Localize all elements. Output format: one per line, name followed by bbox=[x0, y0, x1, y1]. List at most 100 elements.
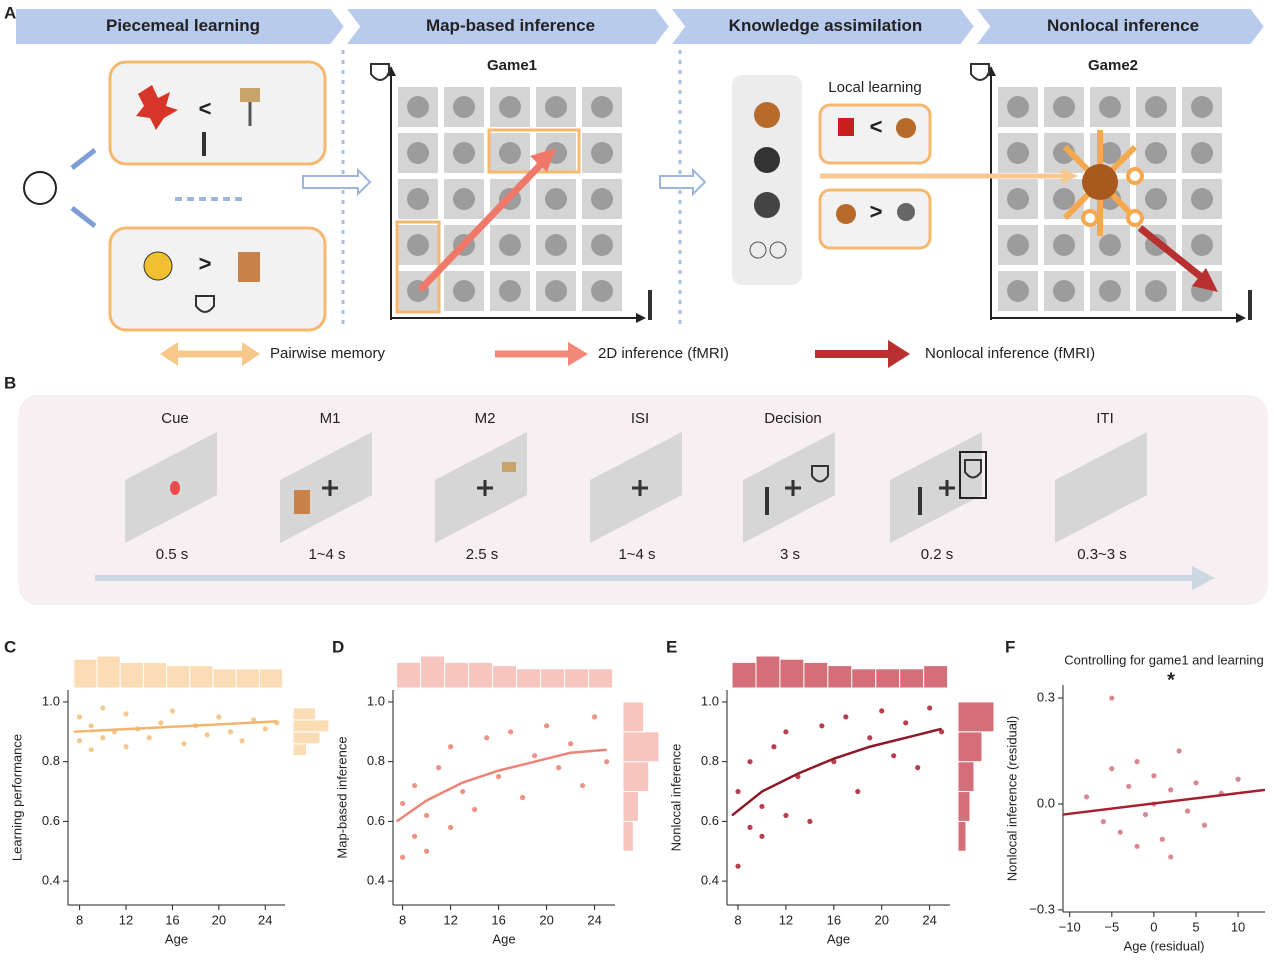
panel-label: E bbox=[666, 637, 677, 656]
top-hist-bar bbox=[851, 668, 877, 689]
object-icon bbox=[1099, 234, 1121, 256]
inference-arrow bbox=[530, 148, 556, 172]
point bbox=[1201, 822, 1207, 828]
panel-label: B bbox=[4, 373, 16, 392]
top-hist-bar bbox=[827, 665, 853, 689]
object-icon bbox=[1007, 96, 1029, 118]
teddy-icon bbox=[836, 204, 856, 224]
x-tick-label: 10 bbox=[1231, 919, 1245, 934]
shield-icon bbox=[964, 459, 982, 479]
object-icon bbox=[591, 280, 613, 302]
phase-label: Decision bbox=[764, 410, 822, 427]
nonlocal-arrow bbox=[1192, 268, 1218, 292]
x-axis-label: Age bbox=[165, 931, 188, 946]
top-hist-bar bbox=[444, 661, 470, 689]
cat-icon bbox=[294, 490, 310, 514]
panel-label: A bbox=[4, 3, 16, 22]
teddy-icon bbox=[1082, 164, 1118, 200]
point bbox=[1176, 748, 1182, 754]
point bbox=[100, 705, 106, 711]
x-axis-label: Age (residual) bbox=[1124, 938, 1205, 953]
point bbox=[1151, 773, 1157, 779]
x-axis-label: Age bbox=[492, 931, 515, 946]
point bbox=[1083, 794, 1090, 800]
object-icon bbox=[1145, 96, 1167, 118]
top-hist-bar bbox=[492, 665, 518, 689]
right-hist-bar bbox=[292, 731, 321, 745]
sword-icon bbox=[1248, 290, 1252, 320]
stage-chevron bbox=[342, 7, 672, 46]
y-axis-label: Learning performance bbox=[9, 734, 24, 861]
shield-icon bbox=[195, 295, 215, 313]
point bbox=[855, 788, 861, 795]
point bbox=[100, 735, 106, 741]
sword-icon bbox=[648, 290, 652, 320]
point bbox=[532, 753, 538, 759]
object-icon bbox=[1145, 280, 1167, 302]
object-icon bbox=[1099, 280, 1121, 302]
point bbox=[520, 794, 526, 801]
point bbox=[1126, 783, 1132, 789]
y-axis-label: Nonlocal inference (residual) bbox=[1004, 716, 1019, 881]
point bbox=[759, 833, 765, 839]
point bbox=[1134, 759, 1140, 765]
top-hist-bar bbox=[119, 661, 144, 689]
x-tick-label: −5 bbox=[1104, 919, 1119, 934]
lamp-icon bbox=[240, 88, 260, 102]
top-hist-bar bbox=[420, 655, 446, 689]
object-icon bbox=[453, 96, 475, 118]
object-icon bbox=[1007, 280, 1029, 302]
x-tick-label: −10 bbox=[1059, 919, 1081, 934]
point bbox=[158, 720, 164, 726]
point bbox=[556, 765, 562, 771]
pair-box bbox=[108, 226, 327, 332]
object-icon bbox=[754, 147, 780, 173]
legend-label: Pairwise memory bbox=[270, 345, 386, 362]
top-hist-bar bbox=[96, 655, 121, 689]
point bbox=[1142, 811, 1149, 818]
nonlocal-arrow bbox=[1137, 225, 1208, 283]
top-hist-bar bbox=[755, 655, 781, 689]
point bbox=[508, 729, 514, 735]
point bbox=[747, 824, 753, 830]
y-tick-label: 0.8 bbox=[42, 753, 60, 768]
point bbox=[496, 773, 502, 780]
point bbox=[867, 735, 873, 741]
top-hist-bar bbox=[731, 661, 757, 689]
object-icon bbox=[407, 234, 429, 256]
point bbox=[1168, 854, 1174, 860]
point bbox=[819, 723, 825, 729]
point bbox=[400, 854, 406, 860]
object-icon bbox=[545, 234, 567, 256]
y-axis-label: Map-based inference bbox=[334, 736, 349, 858]
point bbox=[544, 723, 550, 729]
right-hist-bar bbox=[957, 791, 971, 822]
y-tick-label: 1.0 bbox=[42, 693, 60, 708]
point bbox=[1235, 776, 1241, 782]
legend-arrow bbox=[160, 342, 178, 366]
x-tick-label: 20 bbox=[212, 912, 226, 927]
sword-icon bbox=[918, 487, 922, 515]
x-tick-label: 16 bbox=[491, 912, 505, 927]
object-icon bbox=[453, 188, 475, 210]
fit-line bbox=[1062, 788, 1266, 816]
point bbox=[424, 848, 430, 854]
right-hist-bar bbox=[292, 743, 307, 757]
y-tick-label: 0.6 bbox=[42, 813, 60, 828]
point bbox=[568, 741, 574, 747]
point bbox=[1168, 787, 1174, 793]
point bbox=[1193, 780, 1199, 786]
leaf-icon bbox=[136, 85, 178, 130]
cat-icon bbox=[238, 252, 260, 282]
top-hist-bar bbox=[899, 668, 925, 689]
y-tick-label: 0.8 bbox=[367, 753, 385, 768]
point bbox=[783, 729, 789, 735]
right-hist-bar bbox=[957, 761, 975, 793]
point bbox=[879, 708, 885, 714]
shield-icon bbox=[370, 63, 390, 81]
phase-label: ISI bbox=[631, 410, 649, 427]
grid-axis bbox=[636, 313, 646, 323]
object-icon bbox=[1053, 188, 1075, 210]
arrow bbox=[70, 206, 97, 228]
point bbox=[460, 788, 466, 795]
